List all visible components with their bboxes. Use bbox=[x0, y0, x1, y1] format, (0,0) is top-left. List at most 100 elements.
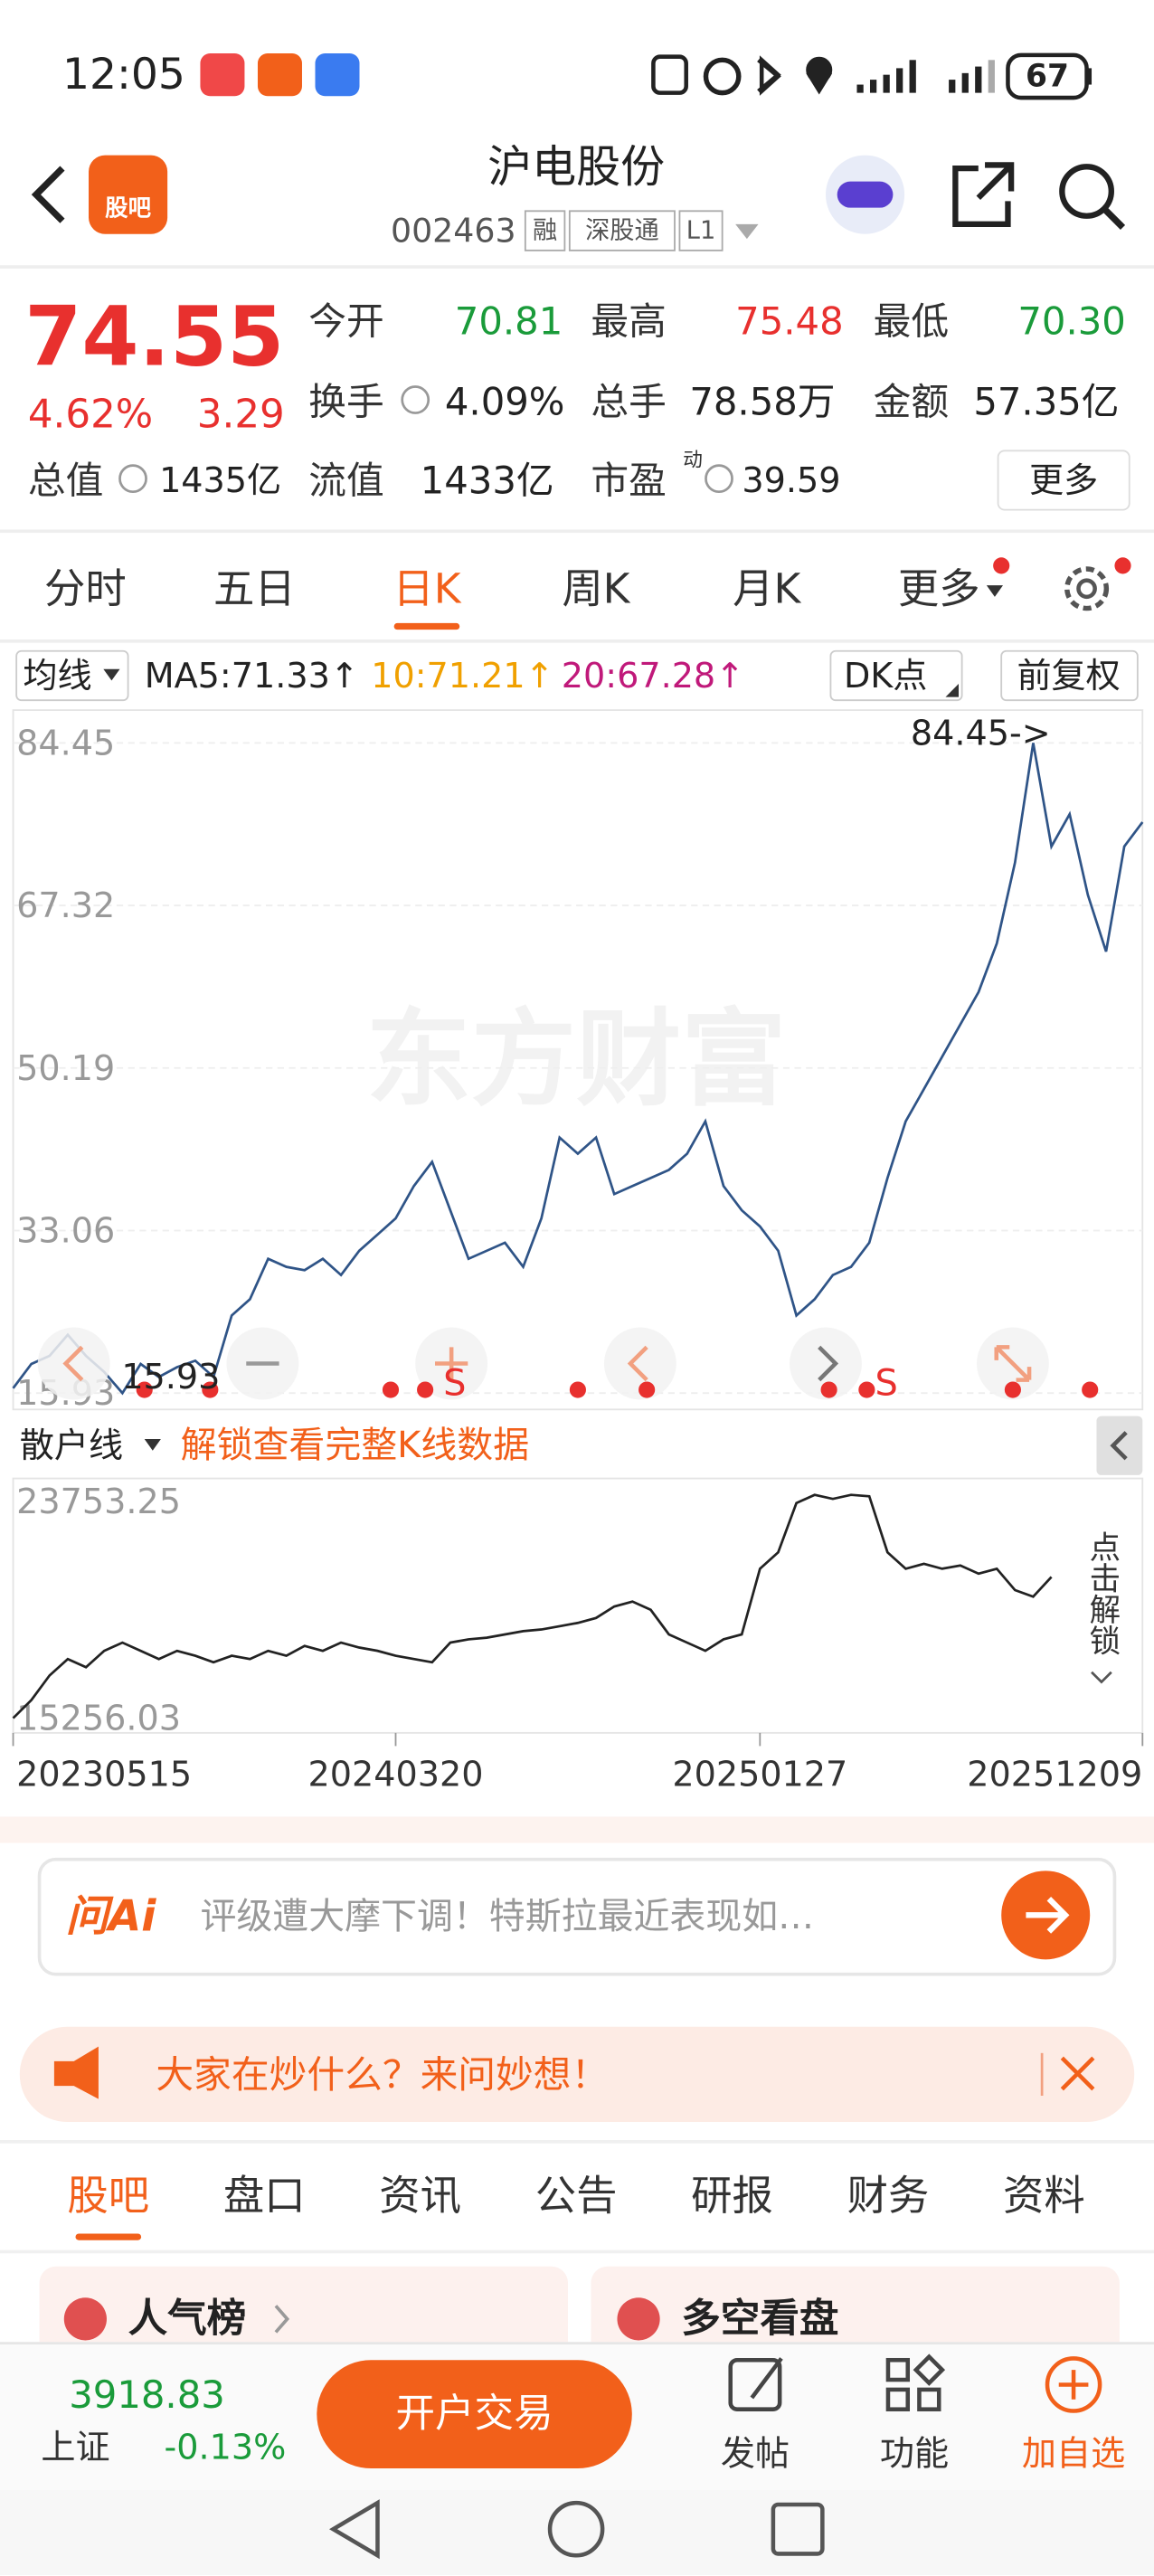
dk-button[interactable] bbox=[829, 649, 963, 702]
sub-selector[interactable]: 散户线 bbox=[20, 1425, 123, 1465]
y-tick-label: 33.06 bbox=[16, 1210, 115, 1250]
tab[interactable]: 月K bbox=[733, 564, 801, 612]
chevron bbox=[274, 2305, 290, 2334]
tab[interactable]: 盘口 bbox=[223, 2172, 306, 2220]
tab[interactable]: 资料 bbox=[1003, 2172, 1085, 2220]
content-tabs: 股吧 盘口 资讯 公告 研报 财务 资料 bbox=[67, 2172, 1084, 2220]
nav-home[interactable] bbox=[547, 2500, 605, 2558]
dk-label: DK点 bbox=[844, 656, 927, 696]
banner[interactable] bbox=[19, 2026, 1135, 2123]
adjust-button[interactable] bbox=[1000, 649, 1139, 702]
tab[interactable]: 更多 bbox=[898, 564, 980, 612]
settings-button[interactable] bbox=[1064, 566, 1110, 611]
tab[interactable]: 财务 bbox=[847, 2172, 930, 2220]
separator bbox=[1040, 2052, 1044, 2097]
ma-selector-label: 均线 bbox=[23, 656, 91, 696]
adjust-label: 前复权 bbox=[1017, 656, 1120, 696]
ai-box[interactable] bbox=[37, 1857, 1117, 1976]
divider bbox=[0, 2249, 1154, 2254]
tab[interactable]: 资讯 bbox=[379, 2172, 461, 2220]
tab[interactable]: 研报 bbox=[691, 2172, 773, 2220]
action[interactable]: 加自选 bbox=[1022, 2434, 1125, 2474]
x-tick-label: 20250127 bbox=[672, 1754, 847, 1794]
field-label: 总值 bbox=[28, 458, 103, 502]
divider bbox=[0, 639, 1154, 643]
tab[interactable]: 公告 bbox=[535, 2172, 618, 2220]
price-chart-frame bbox=[12, 709, 1144, 1411]
field-label: 市盈 bbox=[591, 458, 666, 502]
field-label: 换手 bbox=[308, 379, 383, 423]
collapse-icon bbox=[1110, 1431, 1128, 1461]
tab[interactable]: 周K bbox=[562, 564, 630, 612]
tab-underline bbox=[393, 622, 460, 630]
side-unlock-label: 点击解锁 bbox=[1083, 1531, 1120, 1656]
side-unlock[interactable] bbox=[1062, 1508, 1141, 1725]
ai-logo: 问Ai bbox=[66, 1892, 157, 1942]
nav-button[interactable] bbox=[37, 1327, 110, 1400]
max-annotation: 84.45-> bbox=[911, 714, 1051, 753]
field-value: 39.59 bbox=[742, 460, 840, 500]
tab[interactable]: 分时 bbox=[44, 564, 127, 612]
avatar-face bbox=[837, 181, 894, 208]
stock-name: 沪电股份 bbox=[487, 141, 665, 193]
trade-button[interactable] bbox=[317, 2360, 632, 2469]
tab-active[interactable]: 日K bbox=[393, 564, 461, 612]
field-value: 70.30 bbox=[1017, 298, 1125, 343]
tag-box bbox=[568, 210, 676, 251]
field-value: 57.35亿 bbox=[973, 379, 1119, 423]
nav-button[interactable] bbox=[603, 1327, 676, 1400]
back-button[interactable] bbox=[31, 166, 65, 223]
tab[interactable]: 五日 bbox=[213, 564, 296, 612]
search-button[interactable] bbox=[1059, 164, 1114, 219]
field-label: 流值 bbox=[308, 458, 383, 502]
nav-recent[interactable] bbox=[771, 2502, 825, 2556]
tab-active[interactable]: 股吧 bbox=[67, 2172, 149, 2220]
chevron bbox=[1091, 1671, 1112, 1684]
field-label: 最高 bbox=[591, 298, 666, 343]
ma5: MA5:71.33↑ bbox=[145, 656, 359, 696]
y-tick-label: 84.45 bbox=[16, 723, 115, 762]
nav-back[interactable] bbox=[329, 2499, 380, 2560]
field-label: 总手 bbox=[591, 379, 666, 423]
nav-button[interactable] bbox=[790, 1327, 862, 1400]
y-tick-label: 50.19 bbox=[16, 1048, 115, 1088]
field-value: 75.48 bbox=[735, 298, 843, 343]
nav-icons bbox=[62, 1345, 1032, 1382]
guba-logo-text: 股吧 bbox=[105, 194, 151, 222]
price-chart: 84.45 67.32 50.19 33.06 15.93 bbox=[12, 723, 1144, 1413]
clock: 12:05 bbox=[62, 50, 185, 99]
app-icon bbox=[200, 53, 245, 97]
share-button[interactable] bbox=[952, 162, 1015, 228]
banner-text: 大家在炒什么？来问妙想！ bbox=[156, 2052, 609, 2097]
divider bbox=[0, 265, 1154, 269]
action[interactable]: 发帖 bbox=[721, 2434, 790, 2474]
y-tick-label: 67.32 bbox=[16, 886, 115, 925]
card[interactable] bbox=[39, 2266, 569, 2365]
guba-logo[interactable] bbox=[89, 155, 168, 234]
index-value: 3918.83 bbox=[69, 2372, 225, 2417]
field-label: 金额 bbox=[874, 379, 949, 423]
status-icons bbox=[651, 52, 1093, 100]
app-icon bbox=[315, 53, 360, 97]
settings-core bbox=[1076, 578, 1097, 600]
field-value: 78.58万 bbox=[689, 379, 835, 423]
price-line bbox=[12, 743, 1144, 1396]
action[interactable]: 功能 bbox=[880, 2434, 949, 2474]
close-banner[interactable] bbox=[1060, 2056, 1095, 2091]
min-annotation: 15.93 bbox=[121, 1357, 220, 1397]
card-title: 人气榜 bbox=[128, 2297, 247, 2342]
card[interactable] bbox=[591, 2266, 1120, 2365]
arrow-icon bbox=[1026, 1896, 1070, 1934]
divider bbox=[0, 2342, 1154, 2345]
ma-selector[interactable] bbox=[15, 649, 129, 702]
signal-label: S bbox=[443, 1362, 466, 1404]
more-button[interactable] bbox=[997, 450, 1130, 511]
unlock-link[interactable]: 解锁查看完整K线数据 bbox=[181, 1425, 529, 1466]
tag: 融 bbox=[533, 217, 557, 245]
x-tick-label: 20230515 bbox=[16, 1754, 192, 1794]
collapse-button[interactable] bbox=[1096, 1416, 1143, 1475]
index-change: -0.13% bbox=[165, 2427, 287, 2467]
field-label: 最低 bbox=[874, 298, 949, 343]
retail-chart-frame bbox=[12, 1477, 1144, 1734]
